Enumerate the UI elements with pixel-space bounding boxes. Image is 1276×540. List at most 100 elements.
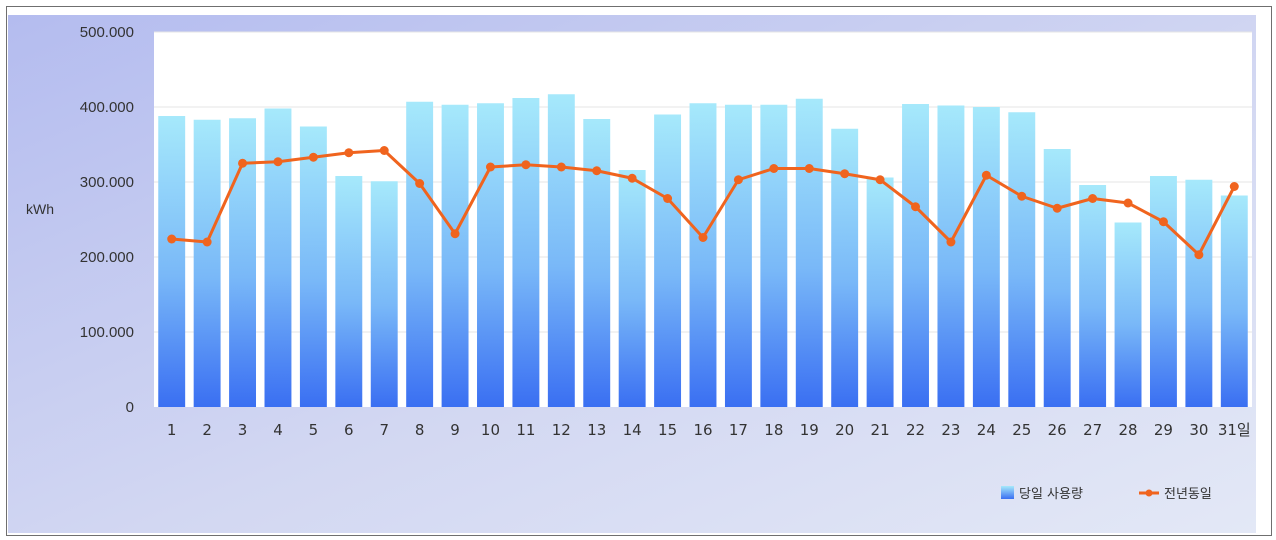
line-point[interactable] bbox=[981, 170, 991, 180]
bar[interactable] bbox=[654, 114, 682, 408]
x-tick-label: 19 bbox=[800, 421, 819, 439]
x-tick-label: 1 bbox=[167, 421, 177, 439]
x-tick-label: 30 bbox=[1189, 421, 1208, 439]
x-tick-label: 27 bbox=[1083, 421, 1102, 439]
x-tick-label: 20 bbox=[835, 421, 854, 439]
bar[interactable] bbox=[795, 98, 823, 407]
line-point[interactable] bbox=[415, 179, 425, 188]
line-point[interactable] bbox=[521, 160, 531, 170]
line-point[interactable] bbox=[308, 152, 318, 162]
bar[interactable] bbox=[937, 105, 965, 408]
x-tick-label: 12 bbox=[552, 421, 571, 439]
line-point[interactable] bbox=[840, 169, 850, 179]
legend-item-line[interactable]: 전년동일 bbox=[1139, 487, 1212, 502]
x-tick-label: 17 bbox=[729, 421, 748, 439]
line-point[interactable] bbox=[202, 237, 212, 247]
x-tick-label: 29 bbox=[1154, 421, 1173, 439]
bar[interactable] bbox=[441, 104, 469, 407]
bar[interactable] bbox=[583, 119, 611, 407]
x-tick-label: 23 bbox=[941, 421, 960, 439]
x-tick-label: 3 bbox=[238, 421, 248, 439]
x-tick-label: 16 bbox=[693, 421, 712, 439]
x-tick-label: 6 bbox=[344, 421, 354, 439]
bar[interactable] bbox=[1079, 185, 1107, 407]
x-tick-label: 7 bbox=[379, 421, 389, 439]
bar[interactable] bbox=[1114, 222, 1142, 408]
y-tick-label: 100.000 bbox=[80, 324, 134, 341]
line-point[interactable] bbox=[1158, 217, 1168, 227]
bar[interactable] bbox=[512, 98, 540, 407]
line-point[interactable] bbox=[167, 234, 177, 244]
legend-item-bar[interactable]: 당일 사용량 bbox=[1001, 486, 1083, 502]
line-point[interactable] bbox=[769, 164, 779, 173]
y-tick-label: 500.000 bbox=[80, 24, 134, 41]
x-tick-label: 24 bbox=[977, 421, 996, 439]
bar[interactable] bbox=[1043, 149, 1071, 407]
line-point[interactable] bbox=[450, 229, 460, 239]
bar[interactable] bbox=[902, 104, 929, 407]
legend-bar-swatch bbox=[1001, 486, 1014, 499]
x-tick-label: 13 bbox=[587, 421, 606, 439]
bar[interactable] bbox=[1149, 176, 1177, 407]
x-tick-label: 4 bbox=[273, 421, 283, 439]
bar[interactable] bbox=[406, 101, 434, 407]
bar[interactable] bbox=[477, 103, 504, 407]
line-point[interactable] bbox=[698, 233, 708, 242]
line-point[interactable] bbox=[804, 164, 814, 173]
line-point[interactable] bbox=[1017, 191, 1027, 201]
line-series bbox=[167, 146, 1239, 260]
bar[interactable] bbox=[689, 103, 717, 407]
x-tick-label: 21 bbox=[871, 421, 890, 439]
line-point[interactable] bbox=[946, 237, 956, 247]
bar[interactable] bbox=[370, 181, 398, 407]
line-point[interactable] bbox=[1052, 203, 1062, 213]
line-point[interactable] bbox=[238, 158, 248, 168]
y-tick-label: 300.000 bbox=[80, 174, 134, 191]
line-point[interactable] bbox=[875, 175, 885, 185]
line-point[interactable] bbox=[1088, 194, 1098, 203]
line-point[interactable] bbox=[592, 166, 602, 176]
x-tick-label: 5 bbox=[309, 421, 319, 439]
x-tick-label: 28 bbox=[1118, 421, 1137, 439]
bar[interactable] bbox=[193, 119, 221, 407]
bar[interactable] bbox=[547, 94, 575, 407]
bar[interactable] bbox=[724, 104, 752, 407]
line-point[interactable] bbox=[556, 162, 566, 172]
x-tick-label: 14 bbox=[623, 421, 642, 439]
line-point[interactable] bbox=[733, 175, 743, 185]
bar[interactable] bbox=[158, 116, 186, 407]
line-point[interactable] bbox=[344, 148, 354, 158]
bar[interactable] bbox=[299, 126, 327, 408]
bar[interactable] bbox=[264, 108, 292, 408]
x-tick-label: 11 bbox=[516, 421, 535, 439]
bar[interactable] bbox=[618, 170, 646, 407]
bar[interactable] bbox=[972, 107, 1000, 407]
legend-label: 전년동일 bbox=[1164, 487, 1212, 502]
x-tick-label: 8 bbox=[415, 421, 425, 439]
line-point[interactable] bbox=[485, 162, 495, 172]
y-tick-label: 400.000 bbox=[80, 99, 134, 116]
line-point[interactable] bbox=[1123, 198, 1133, 208]
legend-label: 당일 사용량 bbox=[1019, 487, 1083, 502]
line-point[interactable] bbox=[911, 202, 921, 212]
legend: 당일 사용량 전년동일 bbox=[1001, 486, 1212, 502]
bar[interactable] bbox=[866, 177, 894, 408]
legend-line-marker bbox=[1145, 489, 1153, 497]
x-tick-label: 26 bbox=[1048, 421, 1067, 439]
bar[interactable] bbox=[760, 104, 788, 407]
y-tick-label: 200.000 bbox=[80, 249, 134, 266]
line-point[interactable] bbox=[663, 194, 673, 203]
bar[interactable] bbox=[335, 176, 363, 407]
bar[interactable] bbox=[1220, 195, 1248, 408]
y-tick-label: 0 bbox=[126, 399, 134, 416]
y-axis-label: kWh bbox=[26, 201, 54, 217]
bar[interactable] bbox=[1008, 112, 1036, 407]
x-tick-label: 15 bbox=[658, 421, 677, 439]
line-point[interactable] bbox=[379, 146, 389, 155]
bar[interactable] bbox=[1185, 179, 1213, 407]
line-point[interactable] bbox=[273, 157, 283, 167]
line-point[interactable] bbox=[1194, 250, 1204, 260]
line-point[interactable] bbox=[627, 173, 637, 183]
line-point[interactable] bbox=[1229, 182, 1239, 191]
